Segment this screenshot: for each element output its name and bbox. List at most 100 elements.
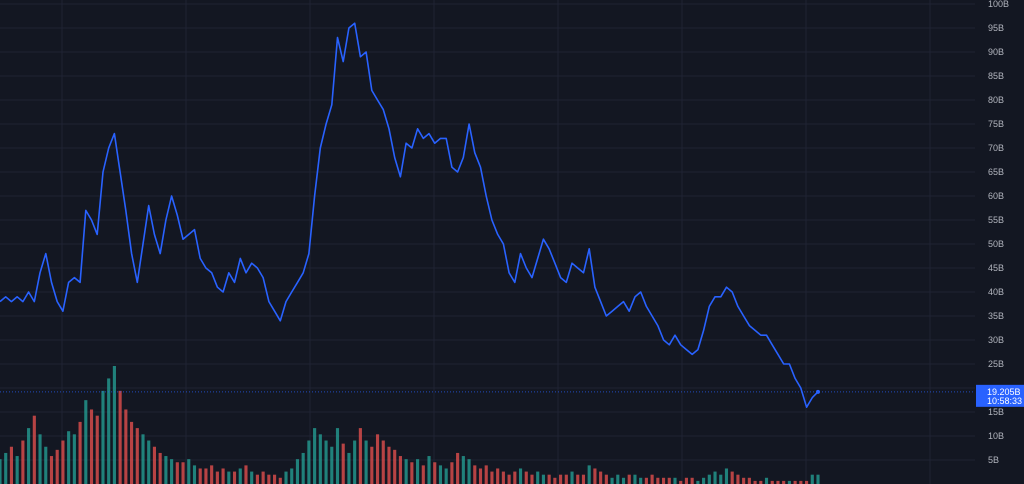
volume-bar bbox=[370, 446, 374, 484]
y-tick-label: 5B bbox=[988, 455, 999, 465]
volume-bar bbox=[724, 468, 729, 484]
volume-bar bbox=[67, 431, 71, 484]
volume-bar bbox=[782, 480, 786, 484]
volume-bar bbox=[719, 474, 723, 484]
volume-bars bbox=[0, 366, 820, 484]
volume-bar bbox=[610, 477, 614, 484]
volume-bar bbox=[0, 459, 2, 484]
volume-bar bbox=[364, 440, 368, 484]
volume-bar bbox=[375, 434, 380, 484]
volume-bar bbox=[513, 471, 517, 484]
volume-bar bbox=[621, 477, 626, 484]
volume-bar bbox=[198, 468, 202, 484]
y-axis[interactable]: 5B 10B 15B 25B 30B 35B 40B 45B 50B 55B 60B 65B 70B 75… bbox=[988, 0, 1009, 465]
volume-bar bbox=[627, 474, 631, 484]
volume-bar bbox=[730, 471, 734, 484]
volume-bar bbox=[593, 468, 597, 484]
volume-bar bbox=[387, 446, 391, 484]
volume-bar bbox=[650, 474, 654, 484]
volume-bar bbox=[175, 462, 179, 484]
y-tick-label: 90B bbox=[988, 47, 1004, 57]
volume-bar bbox=[341, 443, 345, 484]
y-tick-label: 40B bbox=[988, 287, 1004, 297]
volume-bar bbox=[27, 428, 31, 484]
volume-bar bbox=[278, 477, 282, 484]
volume-bar bbox=[753, 480, 757, 484]
y-tick-label: 50B bbox=[988, 239, 1004, 249]
volume-bar bbox=[416, 459, 420, 484]
volume-bar bbox=[78, 421, 82, 484]
volume-bar bbox=[152, 446, 157, 484]
volume-bar bbox=[261, 471, 265, 484]
volume-bar bbox=[576, 474, 580, 484]
volume-bar bbox=[84, 400, 88, 484]
volume-bar bbox=[118, 390, 122, 484]
volume-bar bbox=[72, 434, 76, 484]
volume-bar bbox=[38, 434, 42, 484]
y-tick-label: 95B bbox=[988, 23, 1004, 33]
volume-bar bbox=[404, 459, 408, 484]
y-tick-label: 60B bbox=[988, 191, 1004, 201]
y-tick-label: 100B bbox=[988, 0, 1009, 9]
volume-bar bbox=[347, 452, 351, 484]
volume-bar bbox=[696, 480, 700, 484]
y-tick-label: 35B bbox=[988, 311, 1004, 321]
volume-bar bbox=[501, 471, 505, 484]
volume-bar bbox=[639, 477, 643, 484]
volume-bar bbox=[547, 474, 551, 484]
volume-bar bbox=[267, 474, 271, 484]
y-tick-label: 15B bbox=[988, 407, 1004, 417]
volume-bar bbox=[164, 456, 168, 484]
volume-bar bbox=[518, 468, 523, 484]
y-tick-label: 10B bbox=[988, 431, 1004, 441]
volume-bar bbox=[742, 477, 746, 484]
volume-bar bbox=[541, 474, 545, 484]
volume-bar bbox=[210, 465, 214, 484]
y-tick-label: 45B bbox=[988, 263, 1004, 273]
volume-bar bbox=[679, 480, 683, 484]
volume-bar bbox=[530, 474, 534, 484]
volume-bar bbox=[559, 474, 563, 484]
volume-bar bbox=[227, 471, 231, 484]
volume-bar bbox=[507, 474, 511, 484]
volume-bar bbox=[673, 477, 677, 484]
volume-bar bbox=[255, 474, 259, 484]
volume-bar bbox=[204, 468, 208, 484]
volume-bar bbox=[141, 434, 145, 484]
volume-bar bbox=[15, 456, 19, 484]
volume-bar bbox=[158, 452, 162, 484]
y-tick-label: 75B bbox=[988, 119, 1004, 129]
volume-bar bbox=[324, 440, 328, 484]
volume-bar bbox=[335, 428, 340, 484]
volume-bar bbox=[713, 471, 717, 484]
volume-bar bbox=[192, 465, 197, 484]
volume-bar bbox=[764, 477, 769, 484]
volume-bar bbox=[564, 474, 568, 484]
volume-bar bbox=[89, 409, 94, 484]
volume-bar bbox=[770, 480, 774, 484]
volume-bar bbox=[410, 462, 414, 484]
volume-bar bbox=[656, 477, 660, 484]
volume-bar bbox=[524, 471, 528, 484]
volume-bar bbox=[536, 471, 540, 484]
grid-lines bbox=[0, 0, 975, 484]
volume-bar bbox=[232, 471, 237, 484]
volume-bar bbox=[570, 471, 574, 484]
y-tick-label: 65B bbox=[988, 167, 1004, 177]
y-tick-label: 55B bbox=[988, 215, 1004, 225]
volume-bar bbox=[478, 468, 483, 484]
volume-bar bbox=[44, 446, 48, 484]
volume-bar bbox=[295, 459, 300, 484]
y-tick-label: 70B bbox=[988, 143, 1004, 153]
volume-bar bbox=[393, 449, 397, 484]
volume-bar bbox=[313, 428, 317, 484]
volume-bar bbox=[747, 477, 751, 484]
volume-bar bbox=[215, 471, 219, 484]
volume-bar bbox=[421, 465, 425, 484]
volume-bar bbox=[21, 440, 25, 484]
volume-bar bbox=[438, 465, 443, 484]
volume-bar bbox=[810, 474, 814, 484]
volume-bar bbox=[124, 409, 128, 484]
volume-bar bbox=[450, 462, 454, 484]
